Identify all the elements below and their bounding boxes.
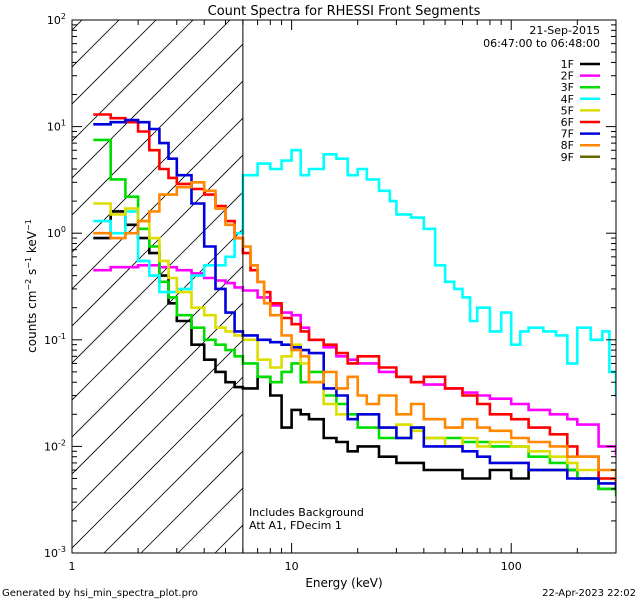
y-tick-label: 10-3 [44, 545, 66, 560]
x-tick-labels: 1 10 100 [69, 560, 522, 573]
hatch-line [72, 20, 83, 31]
hatch-line [72, 339, 243, 512]
y-tick-label: 102 [47, 12, 66, 27]
hatch-line [72, 20, 157, 105]
annotation-background: Includes Background [249, 506, 364, 519]
hatch-line [0, 0, 92, 553]
legend-label: 1F [561, 58, 574, 71]
series-lines [93, 113, 616, 497]
series-7F [93, 118, 616, 491]
legend-label: 9F [561, 151, 574, 164]
hatch-line [72, 302, 243, 475]
legend-label: 3F [561, 81, 574, 94]
series-6F [93, 113, 616, 491]
hatch-line [72, 80, 243, 253]
hatch-line [72, 228, 243, 401]
time-range-label: 06:47:00 to 06:48:00 [483, 37, 600, 50]
legend-label: 7F [561, 128, 574, 141]
footer-generated-by: Generated by hsi_min_spectra_plot.pro [2, 588, 198, 599]
x-axis-label: Energy (keV) [305, 576, 382, 590]
legend-label: 5F [561, 104, 574, 117]
hatch-line [72, 191, 243, 364]
series-4F [93, 148, 616, 397]
annotation-attenuator: Att A1, FDecim 1 [249, 519, 342, 532]
y-axis-label: counts cm−2 s−1 keV−1 [24, 219, 39, 353]
legend-label: 6F [561, 116, 574, 129]
plot-frame [71, 19, 617, 554]
hatch-line [103, 413, 243, 553]
series-8F [93, 181, 616, 480]
legend-label: 2F [561, 70, 574, 83]
legend-label: 8F [561, 139, 574, 152]
legend-label: 4F [561, 93, 574, 106]
x-tick-label: 100 [501, 560, 522, 573]
y-tick-label: 100 [47, 225, 66, 240]
x-tick-label: 1 [69, 560, 76, 573]
hatch-region [0, 0, 243, 553]
hatch-line [72, 20, 231, 179]
y-tick-label: 10-1 [44, 332, 66, 347]
hatch-line [72, 43, 243, 216]
hatch-line [140, 450, 243, 553]
hatch-line [72, 20, 194, 142]
x-tick-label: 10 [285, 560, 299, 573]
footer-timestamp: 22-Apr-2023 22:02 [542, 588, 636, 599]
axes [71, 20, 617, 554]
chart-title: Count Spectra for RHESSI Front Segments [208, 4, 481, 19]
hatch-line [72, 376, 243, 549]
hatch-line [72, 154, 243, 327]
y-tick-label: 10-2 [44, 438, 66, 453]
y-tick-label: 101 [47, 119, 66, 134]
date-label: 21-Sep-2015 [529, 24, 600, 37]
y-tick-labels: 10-3 10-2 10-1 100 101 102 [44, 12, 66, 560]
hatch-line [72, 117, 243, 290]
